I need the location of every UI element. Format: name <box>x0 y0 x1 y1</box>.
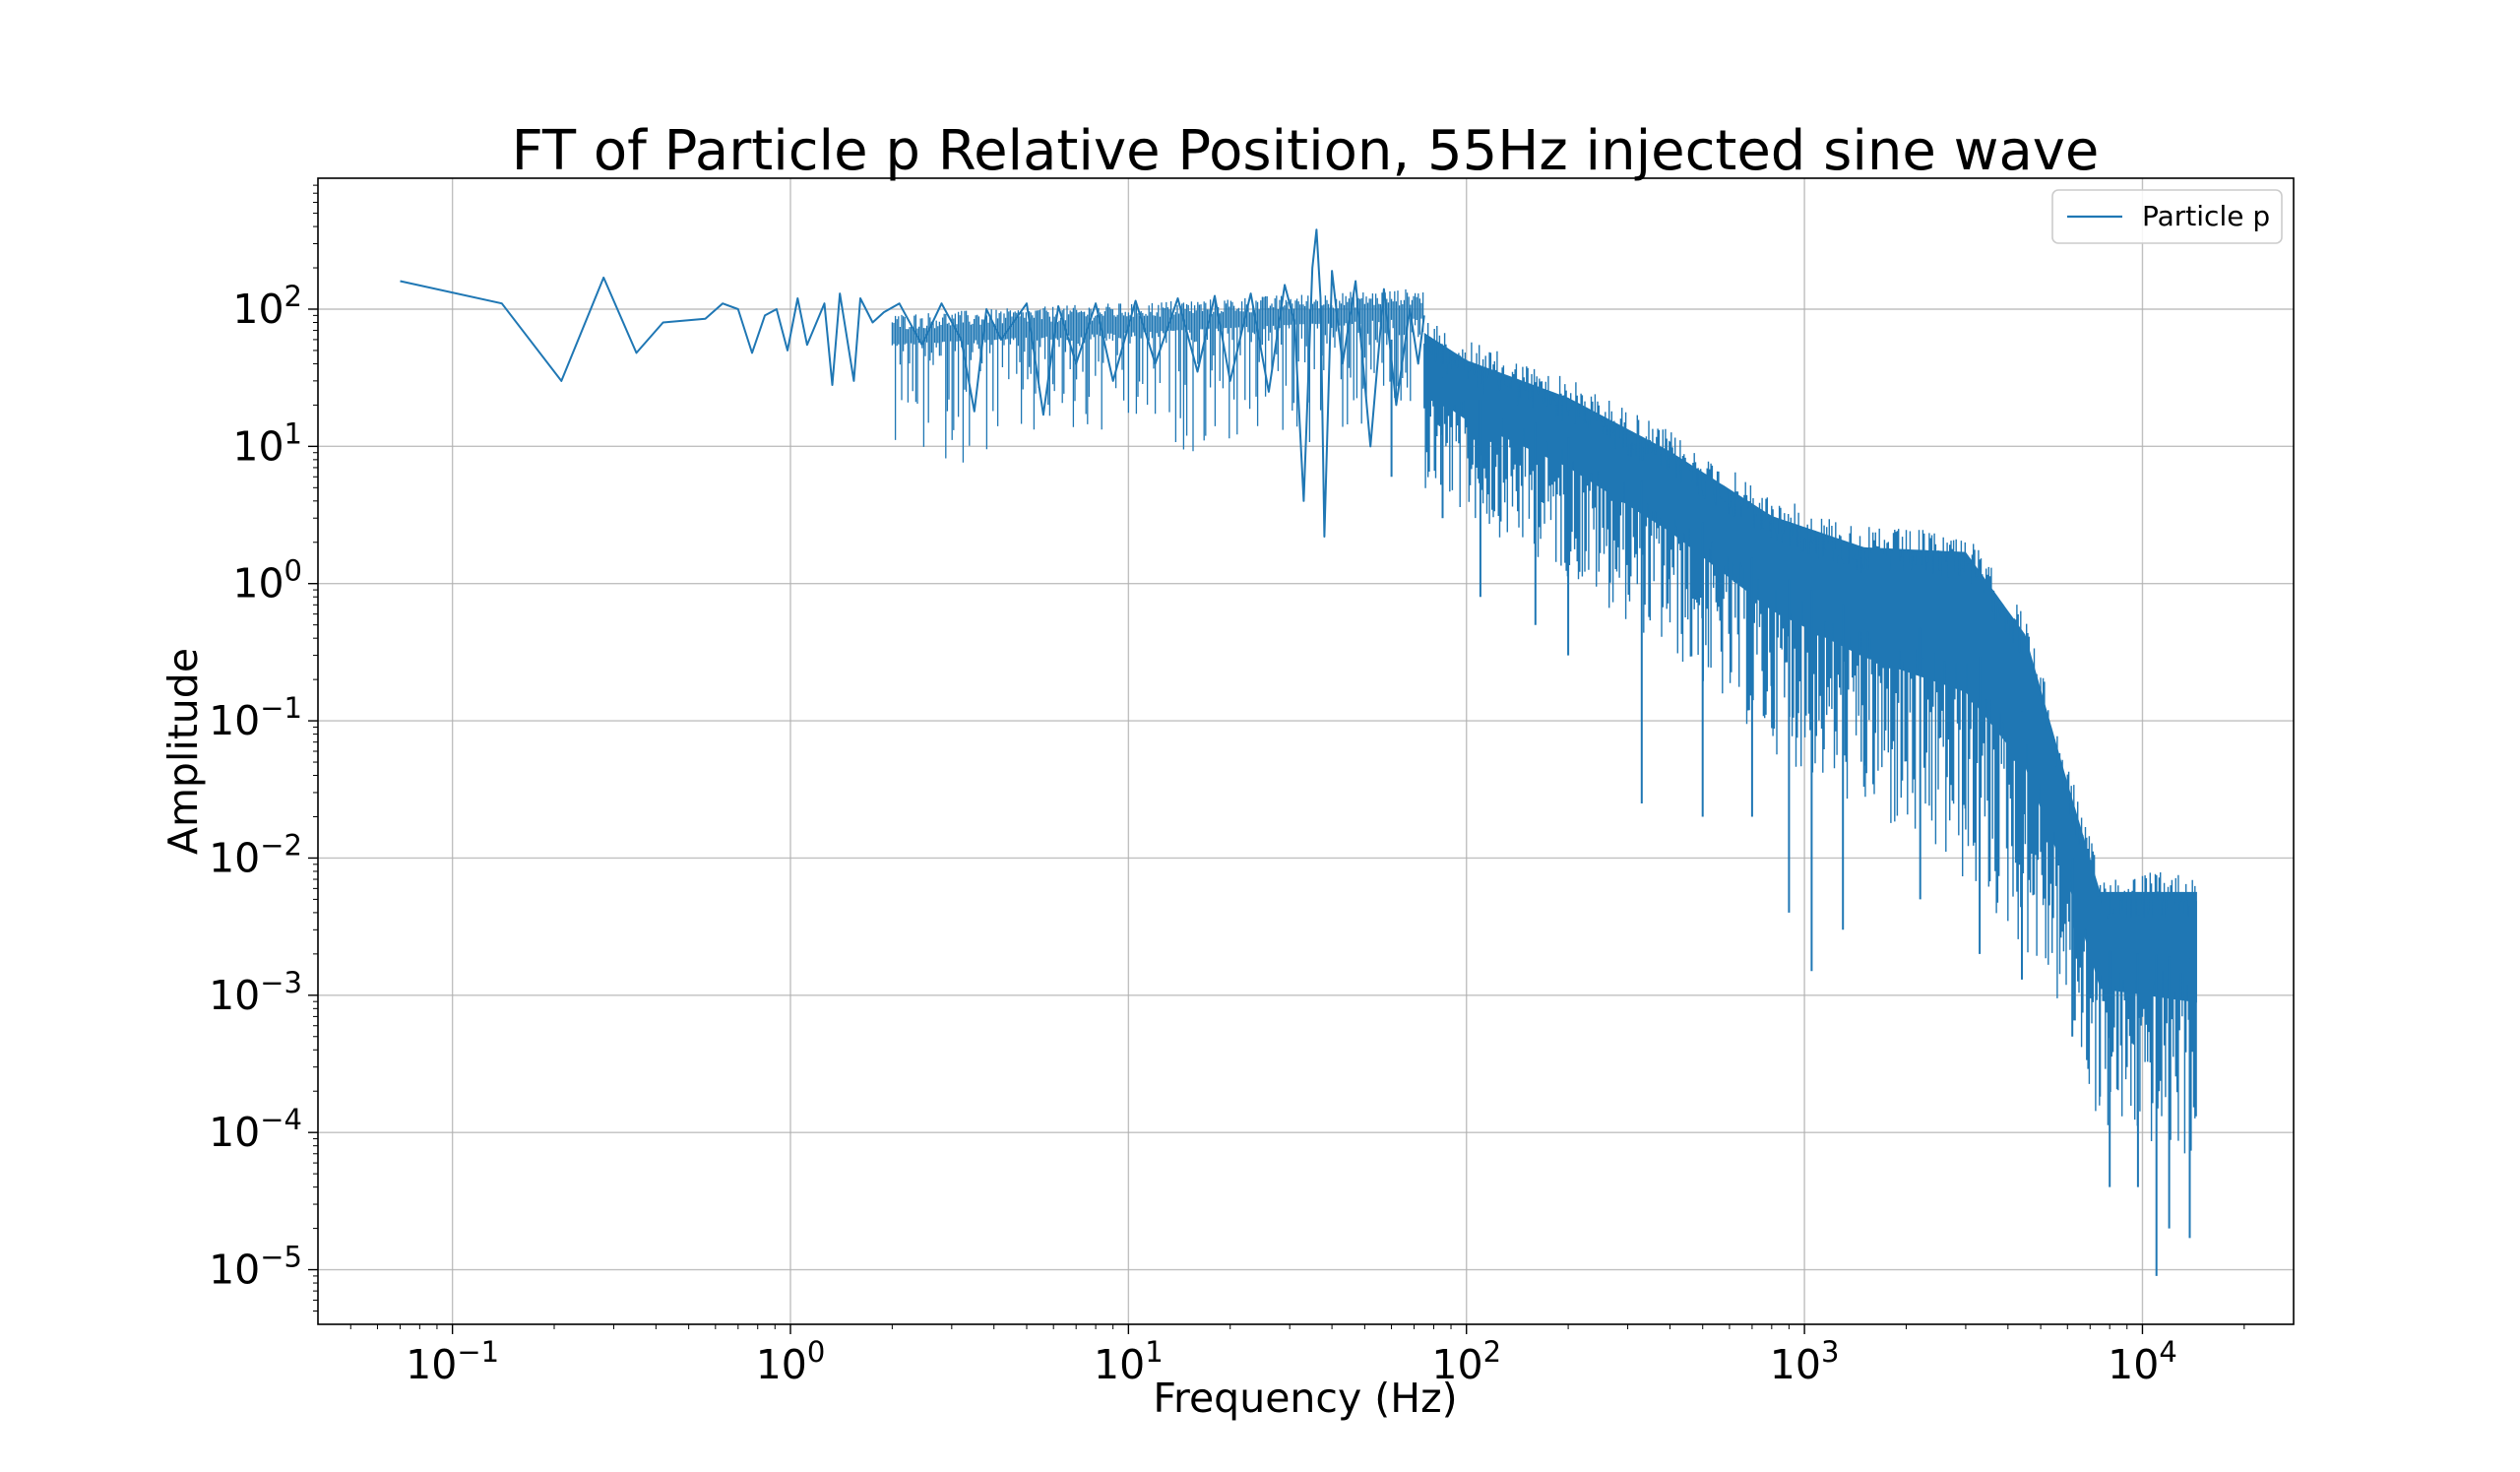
y-tick-label: 10−2 <box>209 828 302 881</box>
y-tick-label: 101 <box>232 416 302 470</box>
series-noise-particle-p <box>1423 323 2197 1154</box>
y-tick-label: 102 <box>232 280 302 333</box>
series-layer <box>400 228 2197 1276</box>
x-tick-label: 10−1 <box>406 1335 499 1388</box>
y-tick-label: 100 <box>232 554 302 608</box>
chart-title: FT of Particle p Relative Position, 55Hz… <box>512 119 2100 183</box>
legend-series-label: Particle p <box>2142 200 2270 232</box>
axis-ticks: 10−1 100 101 102 103 104 102 101 100 10−1 10−2 10−3… <box>209 184 2245 1388</box>
y-axis-label: Amplitude <box>159 648 207 855</box>
x-tick-label: 102 <box>1431 1335 1501 1388</box>
x-tick-label: 101 <box>1094 1335 1164 1388</box>
x-tick-label: 104 <box>2108 1335 2177 1388</box>
series-noise-mid-particle-p <box>891 288 1424 463</box>
series-line-particle-p <box>400 228 1425 538</box>
y-tick-label: 10−4 <box>209 1103 302 1156</box>
y-tick-label: 10−5 <box>209 1241 302 1294</box>
series-dips-particle-p <box>1390 339 2191 1276</box>
x-tick-label: 100 <box>756 1335 826 1388</box>
x-tick-label: 103 <box>1770 1335 1840 1388</box>
y-tick-label: 10−1 <box>209 691 302 744</box>
legend-box <box>2051 189 2283 244</box>
x-axis-label: Frequency (Hz) <box>1153 1375 1457 1422</box>
legend: Particle p <box>2051 189 2283 244</box>
y-tick-label: 10−3 <box>209 966 302 1019</box>
